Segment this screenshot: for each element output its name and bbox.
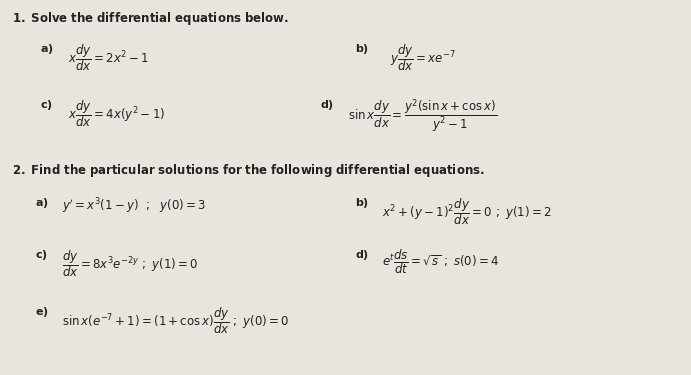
Text: $\mathbf{c)}$: $\mathbf{c)}$ (35, 248, 48, 262)
Text: $\sin x\dfrac{dy}{dx}=\dfrac{y^{2}(\sin x+\cos x)}{y^{2}-1}$: $\sin x\dfrac{dy}{dx}=\dfrac{y^{2}(\sin … (348, 98, 497, 135)
Text: $y\dfrac{dy}{dx}=xe^{-7}$: $y\dfrac{dy}{dx}=xe^{-7}$ (390, 42, 455, 73)
Text: $e^{t}\dfrac{ds}{dt}=\sqrt{s}\ ;\ s(0)=4$: $e^{t}\dfrac{ds}{dt}=\sqrt{s}\ ;\ s(0)=4… (382, 248, 500, 276)
Text: $\mathbf{d)}$: $\mathbf{d)}$ (355, 248, 369, 262)
Text: $\sin x(e^{-7}+1)=(1+\cos x)\dfrac{dy}{dx}\ ;\ y(0)=0$: $\sin x(e^{-7}+1)=(1+\cos x)\dfrac{dy}{d… (62, 305, 290, 336)
Text: $x\dfrac{dy}{dx}=2x^{2}-1$: $x\dfrac{dy}{dx}=2x^{2}-1$ (68, 42, 149, 73)
Text: $x\dfrac{dy}{dx}=4x(y^{2}-1)$: $x\dfrac{dy}{dx}=4x(y^{2}-1)$ (68, 98, 165, 129)
Text: $\mathbf{c)}$: $\mathbf{c)}$ (40, 98, 53, 112)
Text: $\mathbf{a)}$: $\mathbf{a)}$ (35, 196, 48, 210)
Text: $\mathbf{2.\ Find\ the\ particular\ solutions\ for\ the\ following\ differential: $\mathbf{2.\ Find\ the\ particular\ solu… (12, 162, 485, 179)
Text: $\mathbf{b)}$: $\mathbf{b)}$ (355, 196, 369, 210)
Text: $\mathbf{d)}$: $\mathbf{d)}$ (320, 98, 334, 112)
Text: $x^{2}+(y-1)^{2}\dfrac{dy}{dx}=0\ ;\ y(1)=2$: $x^{2}+(y-1)^{2}\dfrac{dy}{dx}=0\ ;\ y(1… (382, 196, 551, 227)
Text: $\mathbf{b)}$: $\mathbf{b)}$ (355, 42, 369, 56)
Text: $\mathbf{1.\ Solve\ the\ differential\ equations\ below.}$: $\mathbf{1.\ Solve\ the\ differential\ e… (12, 10, 289, 27)
Text: $y'=x^{3}(1-y)\ \ ;\ \ y(0)=3$: $y'=x^{3}(1-y)\ \ ;\ \ y(0)=3$ (62, 196, 206, 216)
Text: $\dfrac{dy}{dx}=8x^{3}e^{-2y}\ ;\ y(1)=0$: $\dfrac{dy}{dx}=8x^{3}e^{-2y}\ ;\ y(1)=0… (62, 248, 198, 279)
Text: $\mathbf{e)}$: $\mathbf{e)}$ (35, 305, 48, 319)
Text: $\mathbf{a)}$: $\mathbf{a)}$ (40, 42, 54, 56)
